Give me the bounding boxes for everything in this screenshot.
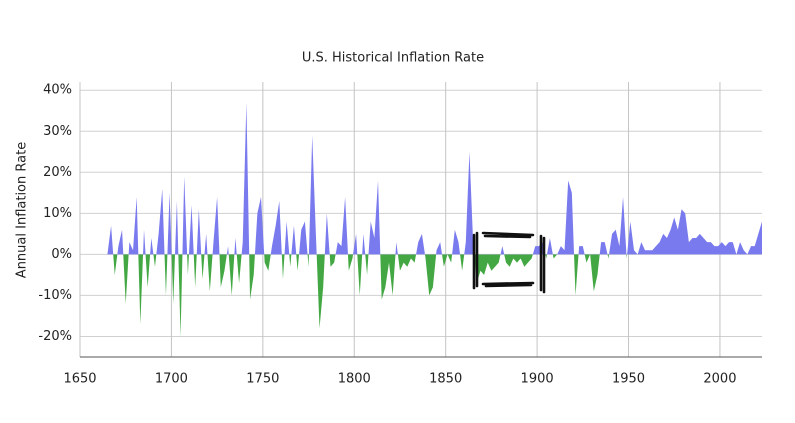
plot — [107, 102, 763, 337]
y-tick-label: -10% — [38, 288, 72, 303]
y-tick-label: 20% — [43, 165, 72, 180]
pen-stroke — [539, 234, 546, 294]
y-tick-label: 10% — [43, 206, 72, 221]
y-tick-label: 40% — [43, 83, 72, 98]
y-tick-label: 30% — [43, 124, 72, 139]
grid: -20% -10% 0% 10% 20% 30% 40% 1650 1700 1750 1800 18… — [38, 82, 762, 387]
x-tick-label: 1850 — [429, 372, 462, 387]
y-axis-label: Annual Inflation Rate — [15, 142, 30, 278]
pen-stroke — [481, 281, 535, 288]
x-tick-label: 1800 — [338, 372, 371, 387]
y-tick-label: 0% — [51, 247, 72, 262]
area — [107, 102, 763, 337]
chart-title: U.S. Historical Inflation Rate — [302, 51, 484, 66]
annotation-bracket — [472, 231, 546, 294]
x-tick-label: 2000 — [703, 372, 736, 387]
x-tick-label: 1750 — [246, 372, 279, 387]
x-tick-label: 1650 — [63, 372, 96, 387]
x-tick-label: 1950 — [612, 372, 645, 387]
x-tick-label: 1700 — [155, 372, 188, 387]
y-tick-label: -20% — [38, 329, 72, 344]
pen-stroke — [472, 231, 479, 290]
x-tick-label: 1900 — [521, 372, 554, 387]
pen-stroke — [481, 231, 535, 239]
